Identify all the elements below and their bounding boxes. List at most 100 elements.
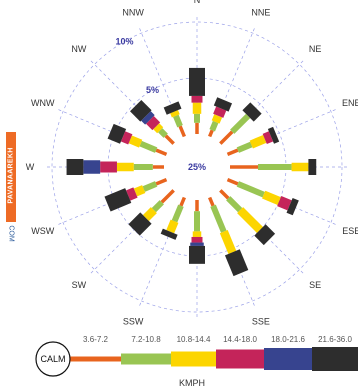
petal-segment [224,249,249,277]
petal-segment [151,200,164,213]
petal-wnw [107,123,168,156]
percent-label: 5% [146,85,159,95]
petal-segment [226,178,239,186]
direction-label: ENE [342,98,358,108]
petal-segment [83,160,101,174]
petal-segment [219,230,237,254]
petal-segment [160,189,175,204]
petal-segment [209,120,219,132]
petal-segment [142,181,158,192]
petal-segment [155,148,168,156]
legend-swatch [312,347,358,371]
petal-nnw [163,101,186,138]
petal-segment [267,126,280,144]
direction-labels: NNNENEENEEESESESSESSSWSWWSWWWNWNWNNW [26,0,358,326]
petal-segment [226,148,239,156]
petal-segment [173,114,183,128]
petal-segment [146,116,161,131]
petal-segment [152,165,164,169]
direction-label: WNW [31,98,55,108]
petal-segment [236,181,265,198]
direction-label: SE [309,280,321,290]
brand-text: PAVANAAREKH [7,147,15,204]
legend-swatch [70,356,121,362]
petal-segment [179,196,186,207]
percent-labels: 5% 10% [115,36,159,94]
petal-ssw [160,196,186,240]
petal-segment [191,236,203,243]
petal-ene [226,126,280,156]
petal-segment [262,190,281,205]
petal-segment [133,185,146,197]
legend-swatch [171,351,216,367]
legend-swatch [216,349,264,369]
petal-segment [258,164,292,170]
petal-segment [291,162,309,172]
petal-segment [189,245,205,264]
petal-segment [194,211,200,232]
petal-sse [208,196,249,277]
petal-segment [213,106,227,118]
petal-segment [190,242,204,246]
wind-petals [66,67,317,277]
petal-segment [242,102,262,122]
grid-ring [51,21,343,313]
legend-range-label: 3.6-7.2 [83,335,108,344]
direction-label: SW [72,280,87,290]
calm-label: CALM [40,354,65,364]
petal-segment [213,97,233,112]
petal-segment [141,111,155,125]
petal-e [230,159,317,175]
direction-label: NE [309,44,322,54]
petal-segment [236,141,253,153]
petal-segment [120,131,133,145]
legend-range-label: 7.2-10.8 [131,335,161,344]
direction-label: SSE [252,316,270,326]
petal-segment [192,231,202,237]
petal-segment [189,67,205,96]
legend-range-label: 21.6-36.0 [318,335,352,344]
legend-range-label: 14.4-18.0 [223,335,257,344]
petal-segment [142,207,157,222]
direction-label: SSW [123,316,144,326]
petal-w [66,159,164,175]
petal-segment [219,130,234,145]
petal-sw [128,189,175,236]
petal-segment [178,125,186,138]
petal-segment [139,140,158,153]
petal-segment [254,224,276,246]
petal-segment [158,128,168,138]
legend-swatch [264,348,312,370]
direction-label: W [26,162,35,172]
direction-label: WSW [31,226,54,236]
petal-segment [226,196,243,213]
petal-segment [155,178,168,186]
petal-wsw [104,178,168,212]
petal-nne [208,97,233,138]
calm-percent-label: 25% [188,162,206,172]
wind-rose-chart: NNNENEENEEESESESSESSSWSWWSWWWNWNWNNW 5%1… [26,0,358,326]
percent-label: 10% [115,36,133,46]
petal-segment [219,189,230,200]
petal-segment [153,123,164,134]
petal-segment [128,212,152,236]
petal-n [189,67,205,134]
petal-segment [107,123,127,144]
petal-segment [249,135,267,149]
petal-segment [133,164,153,170]
petal-segment [126,187,138,201]
legend-range-label: 18.0-21.6 [271,335,305,344]
direction-label: NNW [122,8,144,18]
unit-label: KMPH [179,378,205,387]
petal-segment [230,165,258,169]
petal-segment [210,204,227,233]
petal-segment [192,102,202,114]
legend-swatch [121,353,171,365]
legend-bars [70,347,358,371]
legend-range-label: 10.8-14.4 [177,335,211,344]
petal-segment [104,188,132,212]
petal-segment [164,134,175,145]
petal-ne [219,102,262,145]
petal-segment [100,161,117,173]
speed-legend: 3.6-7.2 7.2-10.8 10.8-14.4 14.4-18.0 18.0-21… [35,335,358,387]
